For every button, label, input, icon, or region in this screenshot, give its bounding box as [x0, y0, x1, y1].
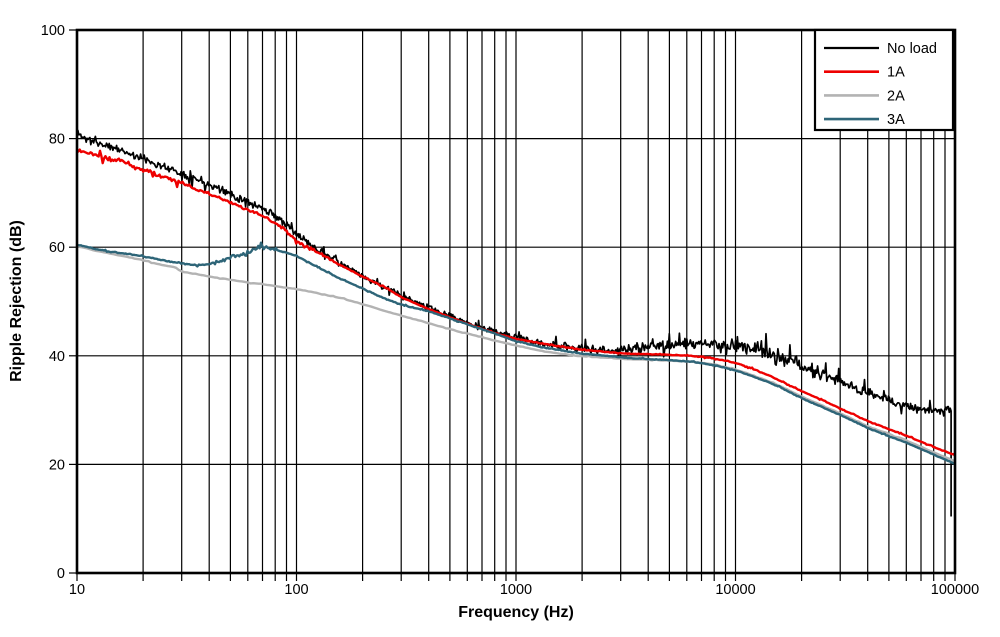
plot-border [75, 28, 957, 575]
legend-label-1a: 1A [887, 65, 905, 81]
x-tick-label: 100000 [931, 582, 979, 598]
x-tick-label: 100 [284, 582, 308, 598]
y-tick-label: 60 [49, 240, 65, 256]
y-tick-label: 20 [49, 457, 65, 473]
series-line-3a [76, 241, 956, 466]
legend-label-no-load: No load [887, 41, 937, 57]
series-line-no-load [76, 129, 952, 517]
legend-label-2a: 2A [887, 88, 905, 104]
y-tick-label: 80 [49, 132, 65, 148]
y-axis-title: Ripple Rejection (dB) [8, 220, 25, 382]
y-tick-label: 100 [41, 23, 65, 39]
y-tick-label: 0 [57, 566, 65, 582]
series-line-2a [76, 244, 956, 463]
x-tick-label: 10000 [715, 582, 755, 598]
series-line-1a [76, 148, 956, 457]
x-axis-title: Frequency (Hz) [458, 604, 574, 621]
legend-label-3a: 3A [887, 112, 905, 128]
legend-box [813, 28, 955, 132]
x-tick-label: 10 [69, 582, 85, 598]
x-tick-label: 1000 [500, 582, 532, 598]
y-tick-label: 40 [49, 349, 65, 365]
